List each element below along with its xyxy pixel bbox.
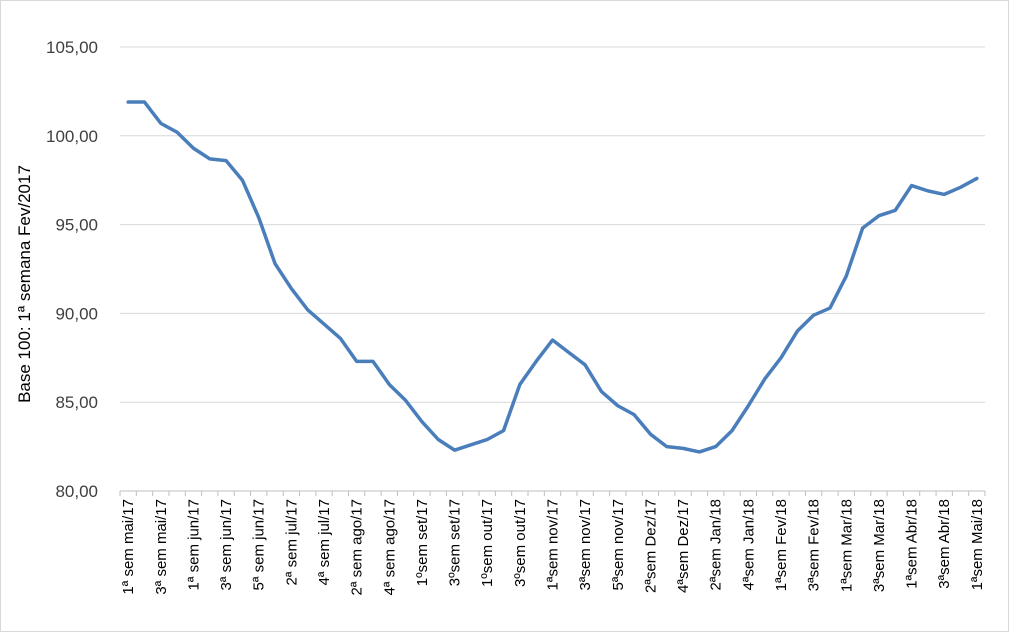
x-tick-label: 1ªsem Mar/18 [838, 499, 855, 592]
x-tick-labels: 1ª sem mai/17 3ª sem mai/17 1ª sem jun/17 3… [120, 499, 986, 595]
x-tick-label: 4ª sem ago/17 [381, 499, 398, 595]
x-tick-label: 1ª sem jun/17 [185, 499, 202, 590]
y-tick-label: 105,00 [46, 38, 98, 57]
x-axis [119, 490, 986, 496]
x-tick-label: 2ª sem ago/17 [349, 499, 366, 595]
x-tick-label: 3ºsem out/17 [512, 499, 529, 587]
y-tick-label: 80,00 [55, 482, 98, 501]
x-tick-label: 3ª sem jun/17 [218, 499, 235, 590]
x-tick-label: 3ª sem mai/17 [153, 499, 170, 595]
x-tick-label: 1ª sem mai/17 [120, 499, 137, 595]
x-tick-label: 1ªsem Mai/18 [969, 499, 986, 590]
x-tick-label: 1ºsem set/17 [414, 499, 431, 586]
y-tick-label: 90,00 [55, 304, 98, 323]
x-tick-label: 1ªsem nov/17 [545, 499, 562, 590]
x-tick-label: 3ªsem nov/17 [577, 499, 594, 590]
gridlines [120, 46, 985, 403]
series-line [126, 100, 979, 454]
x-tick-label: 3ªsem Mar/18 [871, 499, 888, 592]
x-tick-label: 3ºsem set/17 [447, 499, 464, 586]
y-tick-label: 95,00 [55, 216, 98, 235]
series-group [126, 100, 979, 454]
x-tick-label: 4ª sem jul/17 [316, 499, 333, 585]
x-tick-label: 1ºsem out/17 [479, 499, 496, 587]
x-tick-label: 2ªsem Dez/17 [642, 499, 659, 593]
x-tick-label: 4ªsem Jan/18 [740, 499, 757, 590]
x-tick-label: 3ªsem Fev/18 [806, 499, 823, 591]
y-tick-labels: 80,00 85,00 90,00 95,00 100,00 105,00 [46, 38, 98, 501]
x-tick-label: 3ªsem Abr/18 [936, 499, 953, 589]
x-tick-label: 1ªsem Abr/18 [904, 499, 921, 589]
x-tick-label: 4ªsem Dez/17 [675, 499, 692, 593]
x-tick-label: 1ªsem Fev/18 [773, 499, 790, 591]
x-tick-label: 5ªsem nov/17 [610, 499, 627, 590]
x-tick-label: 5ª sem jun/17 [251, 499, 268, 590]
x-tick-label: 2ªsem Jan/18 [708, 499, 725, 590]
y-tick-label: 85,00 [55, 393, 98, 412]
y-axis-label: Base 100: 1ª semana Fev/2017 [15, 165, 34, 403]
x-tick-label: 2ª sem jul/17 [283, 499, 300, 585]
y-tick-label: 100,00 [46, 127, 98, 146]
